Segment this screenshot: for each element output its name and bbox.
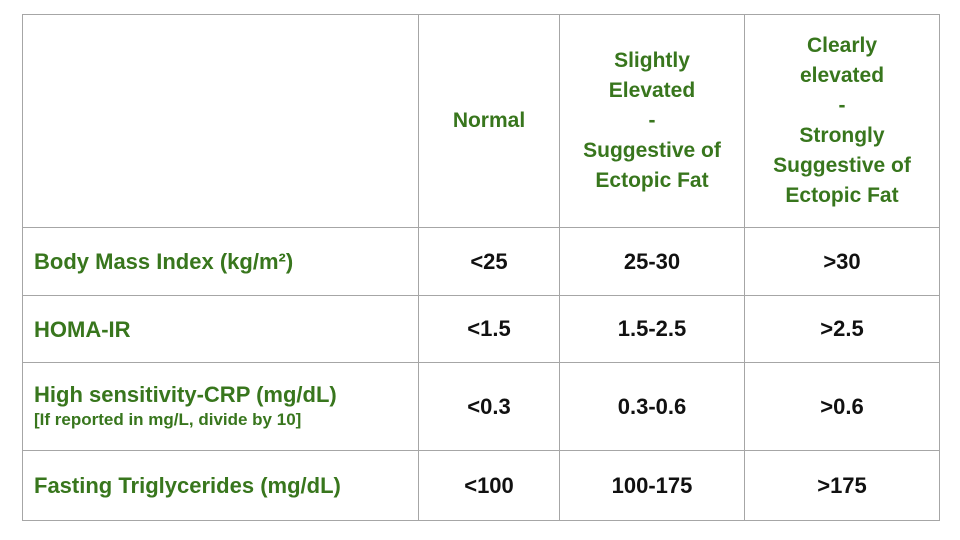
table-row-bmi: Body Mass Index (kg/m²) <25 25-30 >30 <box>22 227 940 296</box>
value-cell-normal: <0.3 <box>418 362 560 451</box>
table-row-hs-crp: High sensitivity-CRP (mg/dL) [If reporte… <box>22 362 940 451</box>
header-cell-normal: Normal <box>418 14 560 228</box>
value-cell-clearly-elevated: >30 <box>744 227 940 296</box>
metric-label: HOMA-IR <box>34 316 131 342</box>
value-cell-clearly-elevated: >0.6 <box>744 362 940 451</box>
value-cell-slightly-elevated: 100-175 <box>559 450 745 521</box>
value-cell-normal: <25 <box>418 227 560 296</box>
ectopic-fat-reference-table: Normal Slightly Elevated - Suggestive of… <box>22 14 940 521</box>
header-cell-clearly-elevated: Clearly elevated - Strongly Suggestive o… <box>744 14 940 228</box>
metric-label-cell: Fasting Triglycerides (mg/dL) <box>22 450 419 521</box>
table-row-triglycerides: Fasting Triglycerides (mg/dL) <100 100-1… <box>22 450 940 521</box>
value-cell-clearly-elevated: >175 <box>744 450 940 521</box>
value-cell-slightly-elevated: 1.5-2.5 <box>559 295 745 363</box>
metric-label: Fasting Triglycerides (mg/dL) <box>34 473 341 498</box>
value-cell-normal: <100 <box>418 450 560 521</box>
header-cell-slightly-elevated: Slightly Elevated - Suggestive of Ectopi… <box>559 14 745 228</box>
metric-label: High sensitivity-CRP (mg/dL) <box>34 382 337 407</box>
header-cell-metric <box>22 14 419 228</box>
metric-label-cell: High sensitivity-CRP (mg/dL) [If reporte… <box>22 362 419 451</box>
metric-label: Body Mass Index (kg/m²) <box>34 249 294 274</box>
value-cell-normal: <1.5 <box>418 295 560 363</box>
metric-note: [If reported in mg/L, divide by 10] <box>34 410 302 429</box>
value-cell-slightly-elevated: 25-30 <box>559 227 745 296</box>
table-header-row: Normal Slightly Elevated - Suggestive of… <box>22 14 940 228</box>
value-cell-slightly-elevated: 0.3-0.6 <box>559 362 745 451</box>
value-cell-clearly-elevated: >2.5 <box>744 295 940 363</box>
table-row-homa-ir: HOMA-IR <1.5 1.5-2.5 >2.5 <box>22 295 940 363</box>
metric-label-cell: HOMA-IR <box>22 295 419 363</box>
metric-label-cell: Body Mass Index (kg/m²) <box>22 227 419 296</box>
